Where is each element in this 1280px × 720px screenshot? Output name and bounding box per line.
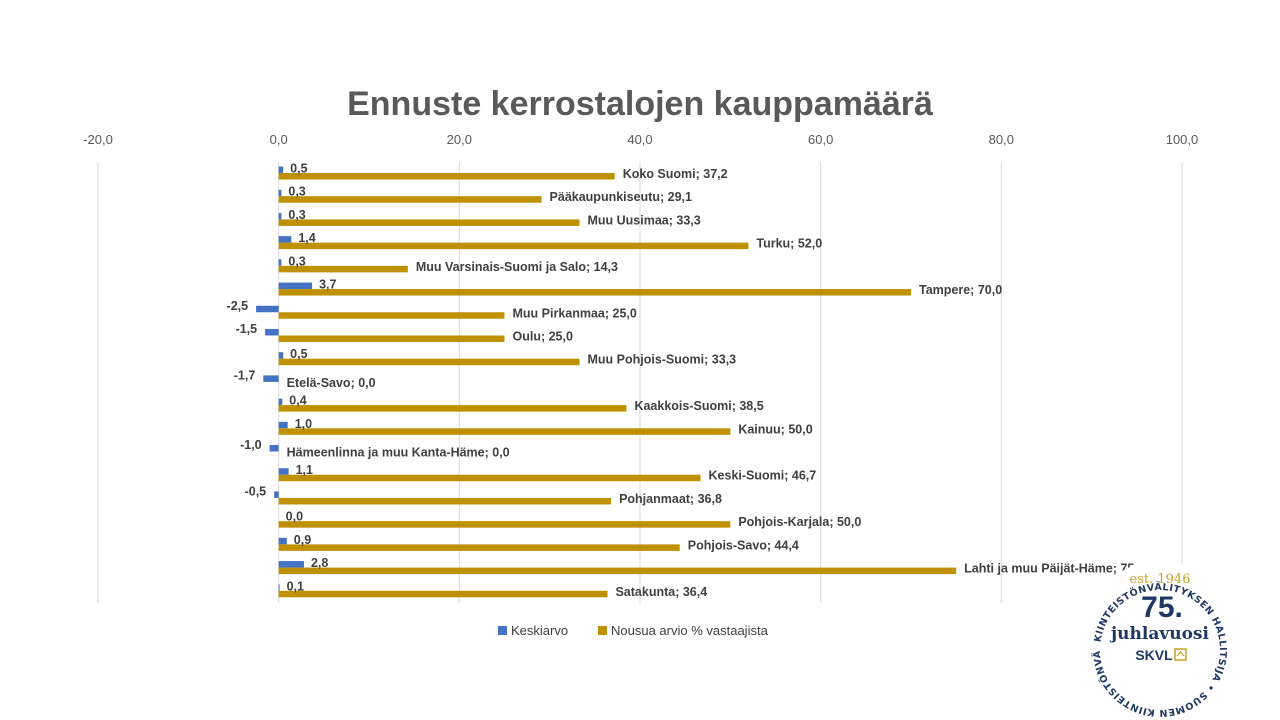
data-label-keskiarvo: -2,5: [227, 299, 249, 313]
data-label-keskiarvo: 0,0: [286, 510, 303, 524]
data-label-keskiarvo: 0,1: [287, 579, 304, 593]
bar-keskiarvo: [278, 561, 304, 568]
bar-keskiarvo: [278, 236, 292, 243]
data-label-nousua: Kaakkois-Suomi; 38,5: [634, 399, 763, 413]
bar-keskiarvo: [274, 491, 279, 498]
bar-nousua: [278, 474, 701, 482]
bar-keskiarvo: [269, 445, 279, 452]
x-tick-label: 40,0: [627, 132, 652, 147]
data-label-nousua: Muu Pohjois-Suomi; 33,3: [587, 353, 736, 367]
gridlines: [97, 162, 1183, 603]
bar-keskiarvo: [265, 328, 279, 336]
seal-number: 75.: [1141, 591, 1183, 624]
bar-keskiarvo: [278, 166, 284, 173]
bar-keskiarvo: [278, 259, 282, 266]
data-label-keskiarvo: 0,5: [290, 347, 307, 361]
bar-nousua: [278, 521, 731, 528]
bar-nousua: [278, 497, 612, 505]
bar-nousua: [278, 405, 627, 412]
data-label-keskiarvo: -0,5: [245, 484, 267, 498]
bar-nousua: [278, 173, 615, 180]
data-label-nousua: Muu Uusimaa; 33,3: [587, 213, 700, 227]
bar-keskiarvo: [278, 468, 289, 475]
bar-keskiarvo: [278, 189, 282, 197]
data-label-nousua: Oulu; 25,0: [513, 329, 573, 343]
data-label-nousua: Hämeenlinna ja muu Kanta-Häme; 0,0: [287, 446, 510, 460]
data-label-nousua: Pääkaupunkiseutu; 29,1: [550, 190, 692, 204]
legend: Keskiarvo Nousua arvio % vastaajista: [498, 623, 769, 638]
data-label-keskiarvo: 0,3: [288, 254, 305, 268]
data-label-keskiarvo: 3,7: [319, 278, 336, 292]
x-tick-label: -20,0: [83, 132, 113, 147]
x-tick-label: 60,0: [808, 132, 833, 147]
x-tick-label: 0,0: [270, 132, 288, 147]
bar-keskiarvo: [278, 537, 287, 545]
data-label-keskiarvo: 1,4: [298, 231, 315, 245]
legend-label-nousua: Nousua arvio % vastaajista: [611, 623, 769, 638]
data-label-keskiarvo: 1,1: [296, 463, 313, 477]
data-label-keskiarvo: 0,3: [288, 208, 305, 222]
legend-label-keskiarvo: Keskiarvo: [511, 623, 568, 638]
bar-nousua: [278, 544, 680, 551]
bar-nousua: [278, 567, 957, 575]
data-label-nousua: Turku; 52,0: [756, 237, 822, 251]
data-label-keskiarvo: -1,7: [234, 368, 256, 382]
bar-nousua: [278, 242, 749, 250]
x-axis-ticks: -20,0 0,0 20,0 40,0 60,0 80,0 100,0: [83, 132, 1198, 147]
data-label-nousua: Pohjois-Savo; 44,4: [688, 538, 799, 552]
data-label-keskiarvo: 0,3: [288, 185, 305, 199]
bar-nousua: [278, 335, 505, 342]
seal-word: juhlavuosi: [1109, 624, 1209, 644]
seal-background: [1090, 560, 1230, 700]
data-label-nousua: Tampere; 70,0: [919, 283, 1002, 297]
bar-nousua: [278, 196, 542, 203]
data-label-keskiarvo: 2,8: [311, 556, 328, 570]
legend-swatch-nousua: [598, 626, 607, 635]
data-label-keskiarvo: -1,5: [236, 322, 258, 336]
seal-est: est. 1946: [1130, 572, 1191, 587]
bar-keskiarvo: [278, 398, 283, 406]
data-label-nousua: Koko Suomi; 37,2: [623, 167, 728, 181]
home-icon-roof: [1176, 651, 1185, 657]
bar-nousua: [278, 312, 505, 319]
bars: [256, 166, 957, 598]
data-label-keskiarvo: -1,0: [240, 438, 262, 452]
data-label-nousua: Keski-Suomi; 46,7: [709, 469, 817, 483]
legend-swatch-keskiarvo: [498, 626, 507, 635]
bar-keskiarvo: [256, 305, 279, 313]
data-label-nousua: Pohjois-Karjala; 50,0: [738, 515, 861, 529]
data-label-nousua: Lahti ja muu Päijät-Häme; 75,0: [964, 562, 1145, 576]
bar-nousua: [278, 358, 580, 366]
bar-keskiarvo: [278, 584, 280, 591]
data-label-nousua: Muu Varsinais-Suomi ja Salo; 14,3: [416, 260, 618, 274]
data-labels: 0,5 Koko Suomi; 37,2 0,3 Pääkaupunkiseutu; …: [227, 162, 1145, 599]
bar-nousua: [278, 428, 731, 435]
chart-title: Ennuste kerrostalojen kauppamäärä: [347, 85, 933, 123]
data-label-keskiarvo: 0,4: [289, 394, 306, 408]
data-label-keskiarvo: 0,9: [294, 533, 311, 547]
bar-keskiarvo: [278, 282, 313, 290]
x-tick-label: 20,0: [447, 132, 472, 147]
data-label-nousua: Satakunta; 36,4: [615, 585, 707, 599]
bar-keskiarvo: [263, 375, 279, 382]
bar-nousua: [278, 289, 912, 296]
home-icon: [1174, 648, 1187, 661]
bar-keskiarvo: [278, 421, 288, 429]
x-tick-label: 80,0: [989, 132, 1014, 147]
data-label-nousua: Etelä-Savo; 0,0: [287, 376, 376, 390]
bar-nousua: [278, 590, 608, 598]
bar-nousua: [278, 265, 408, 273]
data-label-nousua: Kainuu; 50,0: [738, 422, 812, 436]
data-label-nousua: Muu Pirkanmaa; 25,0: [513, 306, 637, 320]
data-label-keskiarvo: 1,0: [295, 417, 312, 431]
data-label-nousua: Pohjanmaat; 36,8: [619, 492, 722, 506]
bar-nousua: [278, 219, 580, 226]
bar-keskiarvo: [278, 212, 282, 220]
seal-brand: SKVL: [1135, 647, 1173, 663]
x-tick-label: 100,0: [1166, 132, 1199, 147]
data-label-keskiarvo: 0,5: [290, 162, 307, 176]
bar-keskiarvo: [278, 352, 284, 359]
